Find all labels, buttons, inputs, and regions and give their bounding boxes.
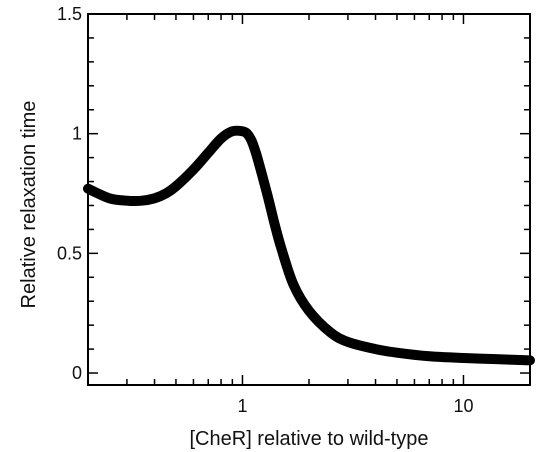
y-axis-label: Relative relaxation time (18, 101, 40, 309)
plot-frame (87, 13, 531, 386)
x-tick-label: 10 (453, 396, 473, 416)
y-tick-label: 0.5 (57, 243, 82, 263)
x-tick-label: 1 (237, 396, 247, 416)
y-tick-label: 1.5 (57, 4, 82, 24)
y-tick-label: 0 (72, 363, 82, 383)
x-axis-label: [CheR] relative to wild-type (190, 428, 429, 450)
y-tick-label: 1 (72, 124, 82, 144)
series-line (83, 125, 535, 366)
tick-labels: 1 10 0 0.5 1 1.5 (57, 4, 474, 416)
